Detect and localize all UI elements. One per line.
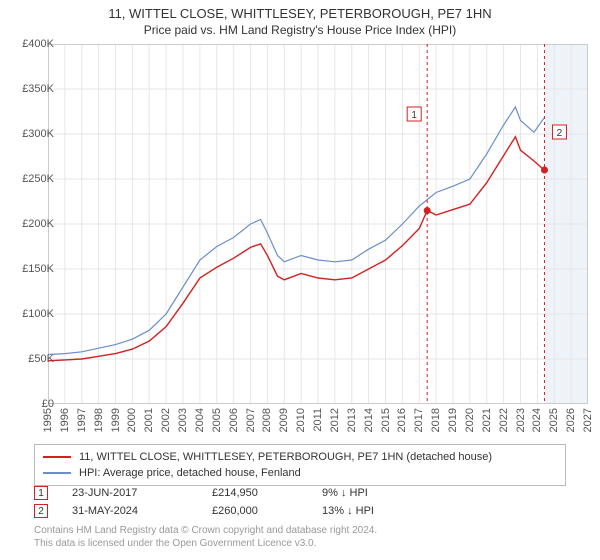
xtick-label: 2014 bbox=[363, 408, 375, 432]
ytick-label: £100K bbox=[22, 308, 54, 320]
markers-table: 1 23-JUN-2017 £214,950 9% ↓ HPI 2 31-MAY… bbox=[34, 484, 566, 520]
legend-label-1: HPI: Average price, detached house, Fenl… bbox=[79, 467, 301, 479]
xtick-label: 1999 bbox=[110, 408, 122, 432]
xtick-label: 2016 bbox=[396, 408, 408, 432]
svg-text:2: 2 bbox=[557, 128, 563, 139]
marker-pct-2: 13% ↓ HPI bbox=[322, 505, 442, 517]
marker-num-2: 2 bbox=[34, 504, 48, 518]
marker-pct-1: 9% ↓ HPI bbox=[322, 487, 442, 499]
xtick-label: 2010 bbox=[295, 408, 307, 432]
xtick-label: 2021 bbox=[481, 408, 493, 432]
xtick-label: 2007 bbox=[245, 408, 257, 432]
chart-plot-area: 12 bbox=[48, 44, 588, 404]
ytick-label: £400K bbox=[22, 38, 54, 50]
ytick-label: £350K bbox=[22, 83, 54, 95]
xtick-label: 2015 bbox=[380, 408, 392, 432]
xtick-label: 2002 bbox=[160, 408, 172, 432]
title-sub: Price paid vs. HM Land Registry's House … bbox=[0, 23, 600, 37]
xtick-label: 2011 bbox=[312, 408, 324, 432]
chart-svg: 12 bbox=[48, 44, 588, 404]
xtick-label: 2023 bbox=[515, 408, 527, 432]
xtick-label: 2003 bbox=[177, 408, 189, 432]
xtick-label: 2019 bbox=[447, 408, 459, 432]
xtick-label: 2018 bbox=[430, 408, 442, 432]
xtick-label: 2012 bbox=[329, 408, 341, 432]
legend-swatch-0 bbox=[43, 456, 71, 458]
legend-item-0: 11, WITTEL CLOSE, WHITTLESEY, PETERBOROU… bbox=[43, 449, 557, 465]
footer-line-2: This data is licensed under the Open Gov… bbox=[34, 537, 566, 550]
titles: 11, WITTEL CLOSE, WHITTLESEY, PETERBOROU… bbox=[0, 0, 600, 37]
xtick-label: 2022 bbox=[498, 408, 510, 432]
svg-text:1: 1 bbox=[411, 110, 417, 121]
xtick-label: 1998 bbox=[93, 408, 105, 432]
xtick-label: 2024 bbox=[531, 408, 543, 432]
legend-item-1: HPI: Average price, detached house, Fenl… bbox=[43, 465, 557, 481]
xtick-label: 2027 bbox=[582, 408, 594, 432]
xtick-label: 2013 bbox=[346, 408, 358, 432]
chart-container: 11, WITTEL CLOSE, WHITTLESEY, PETERBOROU… bbox=[0, 0, 600, 560]
xtick-label: 2008 bbox=[261, 408, 273, 432]
ytick-label: £50K bbox=[28, 353, 54, 365]
xtick-label: 2004 bbox=[194, 408, 206, 432]
footer-attribution: Contains HM Land Registry data © Crown c… bbox=[34, 524, 566, 550]
title-main: 11, WITTEL CLOSE, WHITTLESEY, PETERBOROU… bbox=[0, 6, 600, 21]
xtick-label: 2001 bbox=[143, 408, 155, 432]
xtick-label: 2020 bbox=[464, 408, 476, 432]
xtick-label: 2000 bbox=[126, 408, 138, 432]
marker-price-1: £214,950 bbox=[212, 487, 322, 499]
xtick-label: 1996 bbox=[59, 408, 71, 432]
xtick-label: 2009 bbox=[278, 408, 290, 432]
marker-row-1: 1 23-JUN-2017 £214,950 9% ↓ HPI bbox=[34, 484, 566, 502]
xtick-label: 2017 bbox=[413, 408, 425, 432]
ytick-label: £150K bbox=[22, 263, 54, 275]
marker-date-2: 31-MAY-2024 bbox=[72, 505, 212, 517]
marker-row-2: 2 31-MAY-2024 £260,000 13% ↓ HPI bbox=[34, 502, 566, 520]
marker-num-1: 1 bbox=[34, 486, 48, 500]
marker-date-1: 23-JUN-2017 bbox=[72, 487, 212, 499]
legend-box: 11, WITTEL CLOSE, WHITTLESEY, PETERBOROU… bbox=[34, 444, 566, 486]
xtick-label: 1997 bbox=[76, 408, 88, 432]
xtick-label: 2025 bbox=[548, 408, 560, 432]
legend-swatch-1 bbox=[43, 472, 71, 474]
xtick-label: 2026 bbox=[565, 408, 577, 432]
legend-label-0: 11, WITTEL CLOSE, WHITTLESEY, PETERBOROU… bbox=[79, 451, 492, 463]
marker-price-2: £260,000 bbox=[212, 505, 322, 517]
xtick-label: 2005 bbox=[211, 408, 223, 432]
ytick-label: £250K bbox=[22, 173, 54, 185]
xtick-label: 2006 bbox=[228, 408, 240, 432]
ytick-label: £200K bbox=[22, 218, 54, 230]
footer-line-1: Contains HM Land Registry data © Crown c… bbox=[34, 524, 566, 537]
ytick-label: £300K bbox=[22, 128, 54, 140]
xtick-label: 1995 bbox=[42, 408, 54, 432]
